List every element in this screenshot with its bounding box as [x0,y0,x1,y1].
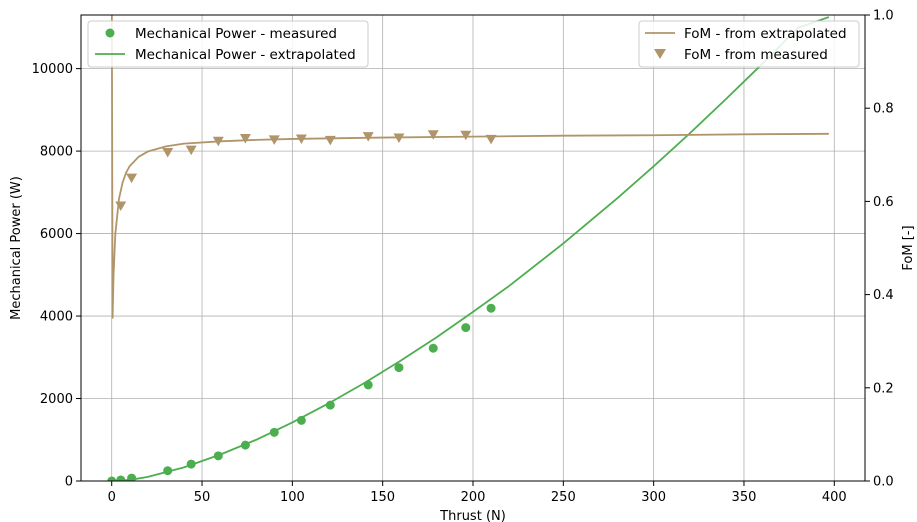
y-left-tick-label: 8000 [40,145,73,160]
y-right-tick-label: 1.0 [873,9,894,24]
legend-right: FoM - from extrapolated FoM - from measu… [638,20,860,68]
legend-power-measured-marker [105,28,115,38]
fom-from-measured-point [126,173,138,184]
legend-right-box [638,20,860,68]
x-tick-label: 350 [732,490,757,505]
x-tick-label: 0 [108,490,116,505]
x-axis-label: Thrust (N) [439,509,506,522]
mechanical-power-measured-point [325,400,335,410]
y-left-axis: 0 2000 4000 6000 8000 10000 [32,62,81,490]
x-tick-label: 250 [551,490,576,505]
fom-from-measured-point [324,135,336,146]
mechanical-power-measured-point [127,473,137,481]
y-left-tick-label: 4000 [40,310,73,325]
fom-from-measured-point [295,134,307,144]
x-tick-label: 400 [822,490,847,505]
fom-from-measured-point [460,130,472,141]
y-right-tick-label: 0.6 [873,195,894,210]
mechanical-power-measured-point [240,440,250,450]
legend-power-extrapolated-label: Mechanical Power - extrapolated [135,47,356,63]
legend-fom-measured-marker [654,49,666,59]
mechanical-power-measured-point [213,451,223,461]
mechanical-power-measured-point [363,380,373,390]
y-left-axis-label: Mechanical Power (W) [9,176,24,320]
plot-area [107,15,830,481]
fom-from-measured-point [485,134,497,145]
mechanical-power-measured-point [428,343,438,353]
fom-from-measured-point [393,133,405,144]
mechanical-power-extrapolated-line [111,16,830,481]
y-right-tick-label: 0.2 [873,381,894,396]
y-right-axis-label: FoM [-] [901,225,916,270]
mechanical-power-measured-point [394,363,404,373]
fom-from-measured-point [115,201,127,212]
fom-from-measured-point [427,130,439,140]
legend-fom-measured-label: FoM - from measured [684,47,828,63]
x-tick-label: 50 [194,490,211,505]
y-right-axis: 0.0 0.2 0.4 0.6 0.8 1.0 [865,9,894,490]
mechanical-power-measured-point [486,303,496,313]
x-tick-label: 200 [461,490,486,505]
legend-left-box [87,20,369,68]
mechanical-power-measured-point [186,459,196,469]
fom-from-measured-point [162,147,174,158]
y-left-tick-label: 6000 [40,227,73,242]
y-right-tick-label: 0.4 [873,288,894,303]
legend-fom-extrapolated-label: FoM - from extrapolated [684,26,847,42]
mechanical-power-measured-point [163,466,173,476]
y-right-tick-label: 0.8 [873,102,894,117]
legend-power-measured-label: Mechanical Power - measured [135,26,337,42]
grid-lines [81,15,865,482]
legend-left: Mechanical Power - measured Mechanical P… [87,20,369,68]
fom-from-measured-point [185,145,197,156]
mechanical-power-measured-point [461,323,471,333]
x-tick-label: 150 [370,490,395,505]
fom-from-extrapolated-line [110,15,829,319]
fom-from-measured-point [362,132,374,142]
y-right-tick-label: 0.0 [873,475,894,490]
mechanical-power-measured-point [107,476,117,481]
x-tick-label: 100 [280,490,305,505]
y-left-tick-label: 0 [65,475,73,490]
mechanical-power-measured-point [116,475,126,481]
fom-from-measured-point [268,135,280,145]
y-left-tick-label: 2000 [40,392,73,407]
mechanical-power-measured-point [269,427,279,437]
x-tick-label: 300 [641,490,666,505]
fom-from-measured-point [239,133,251,144]
mechanical-power-measured-point [296,415,306,425]
y-left-tick-label: 10000 [32,62,73,77]
x-axis: 0 50 100 150 200 250 300 350 400 [108,481,847,505]
fom-from-measured-point [212,136,224,147]
